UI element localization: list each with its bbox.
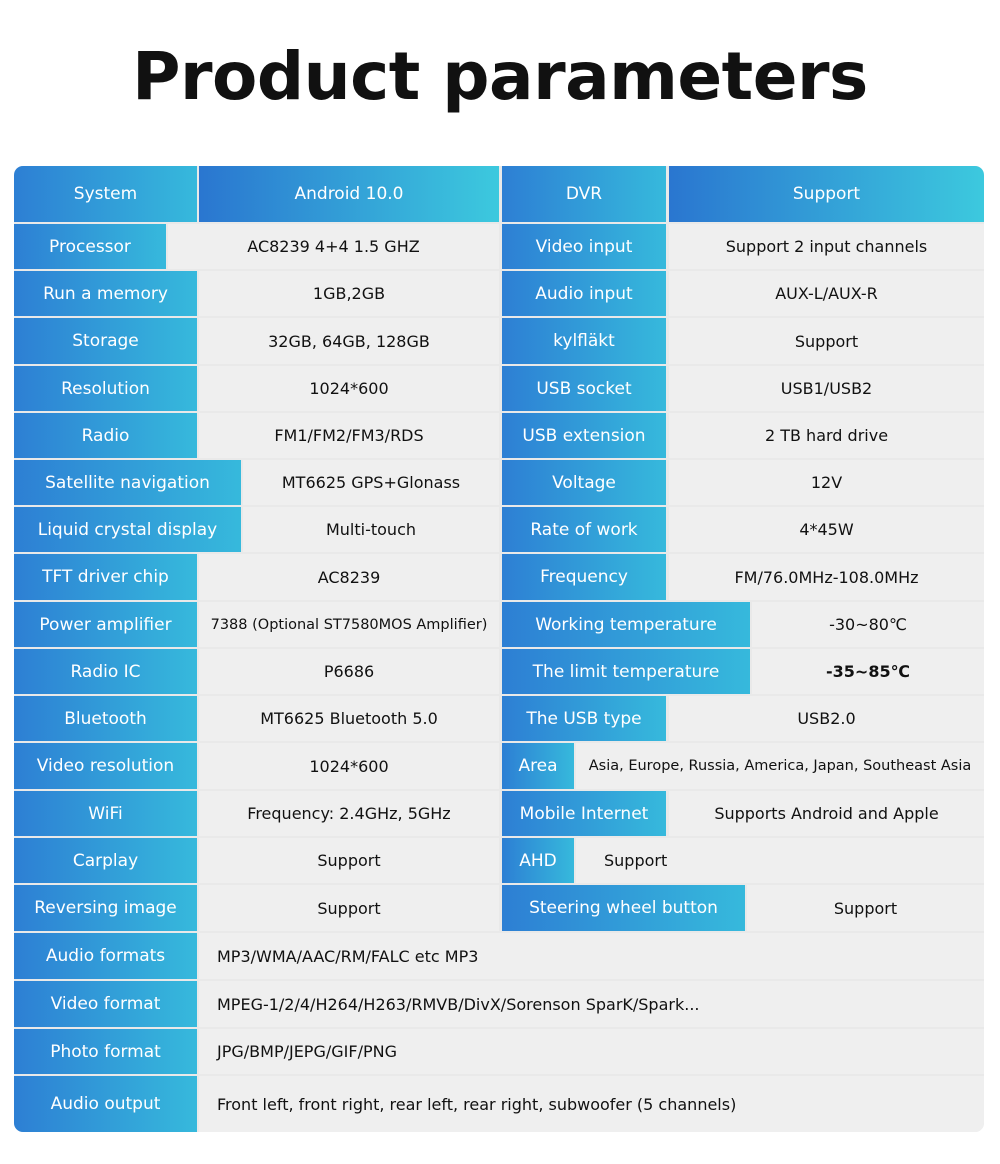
row-value-storage: 32GB, 64GB, 128GB	[199, 318, 499, 364]
row-value-photo-format: JPG/BMP/JEPG/GIF/PNG	[199, 1029, 984, 1074]
row-label-satellite-navigation: Satellite navigation	[14, 460, 241, 505]
row-label-memory: Run a memory	[14, 271, 197, 316]
page-title: Product parameters	[132, 38, 868, 115]
row-label-ahd: AHD	[502, 838, 574, 883]
row-value-memory: 1GB,2GB	[199, 271, 499, 316]
row-value-voltage: 12V	[669, 460, 984, 505]
row-label-audio-formats: Audio formats	[14, 933, 197, 979]
row-value-carplay: Support	[199, 838, 499, 883]
row-value-resolution: 1024*600	[199, 366, 499, 411]
row-label-bluetooth: Bluetooth	[14, 696, 197, 741]
row-value-radio-ic: P6686	[199, 649, 499, 694]
row-value-steering-wheel-button: Support	[747, 885, 984, 931]
row-value-radio: FM1/FM2/FM3/RDS	[199, 413, 499, 458]
row-value-ahd: Support	[576, 838, 984, 883]
parameters-table: System Android 10.0 DVR Support Processo…	[14, 166, 984, 1132]
row-value-limit-temperature: -35~85℃	[752, 649, 984, 694]
row-value-reversing-image: Support	[199, 885, 499, 931]
header-left-value: Android 10.0	[199, 166, 499, 222]
row-value-lcd: Multi-touch	[243, 507, 499, 552]
row-label-video-resolution: Video resolution	[14, 743, 197, 789]
row-label-processor: Processor	[14, 224, 166, 269]
row-label-cooling-fan: kylfläkt	[502, 318, 666, 364]
row-label-resolution: Resolution	[14, 366, 197, 411]
row-label-video-input: Video input	[502, 224, 666, 269]
row-value-satellite-navigation: MT6625 GPS+Glonass	[243, 460, 499, 505]
row-value-audio-input: AUX-L/AUX-R	[669, 271, 984, 316]
row-value-bluetooth: MT6625 Bluetooth 5.0	[199, 696, 499, 741]
row-label-audio-input: Audio input	[502, 271, 666, 316]
row-label-radio-ic: Radio IC	[14, 649, 197, 694]
row-label-usb-socket: USB socket	[502, 366, 666, 411]
row-value-area: Asia, Europe, Russia, America, Japan, So…	[576, 743, 984, 789]
header-right-label: DVR	[502, 166, 666, 222]
row-label-photo-format: Photo format	[14, 1029, 197, 1074]
row-label-working-temperature: Working temperature	[502, 602, 750, 647]
header-right-value: Support	[669, 166, 984, 222]
row-value-working-temperature: -30~80℃	[752, 602, 984, 647]
row-label-video-format: Video format	[14, 981, 197, 1027]
row-label-usb-type: The USB type	[502, 696, 666, 741]
row-label-reversing-image: Reversing image	[14, 885, 197, 931]
row-value-wifi: Frequency: 2.4GHz, 5GHz	[199, 791, 499, 836]
row-label-audio-output: Audio output	[14, 1076, 197, 1132]
row-label-tft-driver-chip: TFT driver chip	[14, 554, 197, 600]
row-value-cooling-fan: Support	[669, 318, 984, 364]
row-label-voltage: Voltage	[502, 460, 666, 505]
row-value-power-amplifier: 7388 (Optional ST7580MOS Amplifier)	[199, 602, 499, 647]
row-value-video-format: MPEG-1/2/4/H264/H263/RMVB/DivX/Sorenson …	[199, 981, 984, 1027]
row-label-frequency: Frequency	[502, 554, 666, 600]
row-value-frequency: FM/76.0MHz-108.0MHz	[669, 554, 984, 600]
row-value-processor: AC8239 4+4 1.5 GHZ	[168, 224, 499, 269]
row-value-audio-formats: MP3/WMA/AAC/RM/FALC etc MP3	[199, 933, 984, 979]
row-label-mobile-internet: Mobile Internet	[502, 791, 666, 836]
row-label-usb-extension: USB extension	[502, 413, 666, 458]
row-value-video-resolution: 1024*600	[199, 743, 499, 789]
row-label-steering-wheel-button: Steering wheel button	[502, 885, 745, 931]
row-label-power-amplifier: Power amplifier	[14, 602, 197, 647]
row-value-audio-output: Front left, front right, rear left, rear…	[199, 1076, 984, 1132]
row-value-rate-of-work: 4*45W	[669, 507, 984, 552]
header-left-label: System	[14, 166, 197, 222]
row-label-limit-temperature: The limit temperature	[502, 649, 750, 694]
row-label-storage: Storage	[14, 318, 197, 364]
row-value-mobile-internet: Supports Android and Apple	[669, 791, 984, 836]
row-label-lcd: Liquid crystal display	[14, 507, 241, 552]
row-value-tft-driver-chip: AC8239	[199, 554, 499, 600]
row-value-usb-type: USB2.0	[669, 696, 984, 741]
row-label-area: Area	[502, 743, 574, 789]
row-value-video-input: Support 2 input channels	[669, 224, 984, 269]
row-value-usb-socket: USB1/USB2	[669, 366, 984, 411]
row-value-usb-extension: 2 TB hard drive	[669, 413, 984, 458]
row-label-wifi: WiFi	[14, 791, 197, 836]
row-label-carplay: Carplay	[14, 838, 197, 883]
row-label-radio: Radio	[14, 413, 197, 458]
row-label-rate-of-work: Rate of work	[502, 507, 666, 552]
